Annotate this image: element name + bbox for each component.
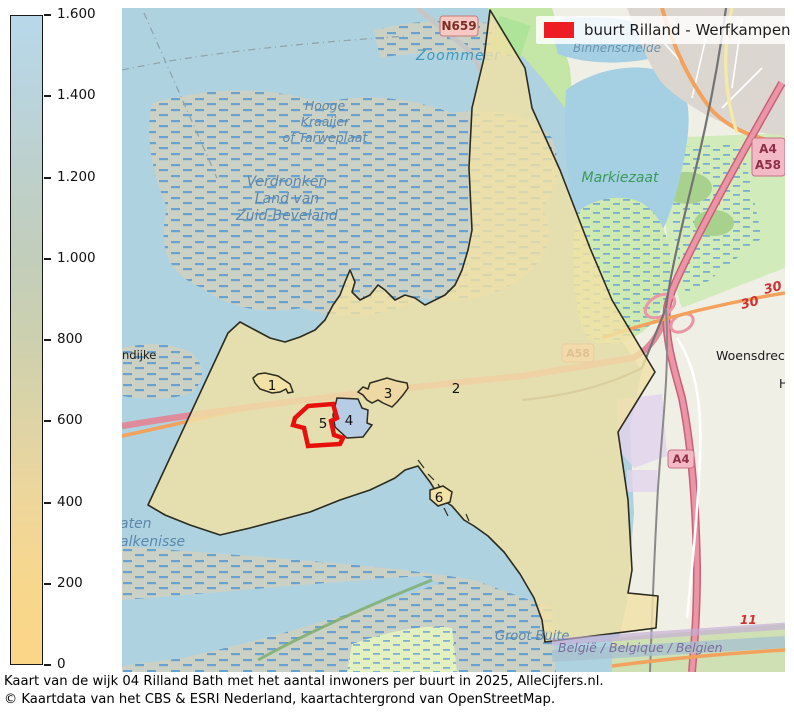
buurt-number-6: 6 [435,490,444,506]
water-label-groot-buiten: Groot Buite [495,629,569,644]
tick-mark [44,583,51,585]
tick-label: 200 [57,575,83,591]
water-label-platen: aten [122,516,152,532]
road-orange-south [611,648,785,668]
svg-text:Hooge: Hooge [305,98,346,113]
town-label-woensdrecht: Woensdrecht [716,348,785,363]
tick-label: 800 [57,331,83,347]
water-label-markiezaat: Markiezaat [581,170,659,186]
river-tidal-flats [122,546,556,672]
figure-caption: Kaart van de wijk 04 Rilland Bath met he… [4,673,604,708]
buurt-number-3: 3 [384,386,393,402]
tick-label: 1.600 [57,6,96,22]
maritime-boundary-line [122,35,408,71]
water-label-verdronken-land: Verdronken Land van Zuid-Beveland [235,174,338,224]
road-badge-n659: N659 [439,15,479,37]
water-label-zoommeer: Zoommeer [415,48,501,64]
svg-text:of Tarweplaat: of Tarweplaat [283,130,369,145]
buurt-3-polygon[interactable] [356,377,409,408]
buurt-number-4: 4 [345,413,354,429]
map-canvas: A58 Zoommeer 1 2 3 4 5 6 België / Bel [122,8,785,672]
motorway-a4 [663,81,785,672]
tick-mark [44,420,51,422]
tick-label: 1.400 [57,87,96,103]
tick-mark [44,339,51,341]
exit-number-30: 30 [762,279,783,298]
water-label-hooge-kraaijer: Hooge Kraaijer of Tarweplaat [283,98,369,145]
buurt-5-highlight-polygon[interactable] [290,401,347,449]
buurt-number-5: 5 [319,416,328,432]
caption-line-1: Kaart van de wijk 04 Rilland Bath met he… [4,674,604,689]
tick-label: 400 [57,494,83,510]
exit-number-11: 11 [740,613,757,627]
maritime-boundary-line [143,12,218,179]
road-badge-label: A4 [673,452,690,466]
town-label-partial: H [779,377,785,391]
industrial-area [627,470,657,492]
water-label-binnenschelde: Binnenschelde [573,41,661,55]
map-legend: buurt Rilland - Werfkampen [536,16,794,44]
legend-label: buurt Rilland - Werfkampen [584,21,791,39]
caption-line-2: © Kaartdata van het CBS & ESRI Nederland… [4,691,556,707]
tick-mark [44,95,51,97]
road-badge-label: N659 [441,19,476,33]
road-badge-label: A58 [755,158,781,172]
colorbar-gradient [10,15,43,665]
svg-text:Zuid-Beveland: Zuid-Beveland [235,208,338,224]
tick-mark [44,177,51,179]
tick-label: 1.000 [57,250,96,266]
svg-text:Kraaijer: Kraaijer [301,114,350,129]
svg-text:Verdronken: Verdronken [247,174,328,190]
local-road [675,337,702,619]
buurt-2-polygon[interactable] [147,9,659,643]
buurt-number-1: 1 [268,378,277,394]
border-label: België / Belgique / Belgien [558,640,723,655]
town-label-dijke: ndijke [122,348,156,362]
tick-mark [44,502,51,504]
tick-mark [44,664,51,666]
buurt-number-2: 2 [452,381,461,397]
exit-number-30: 30 [739,294,760,313]
road-badge-a4-a58: A4 A58 [751,137,785,177]
tick-label: 0 [57,656,66,672]
buurt-4-polygon[interactable] [332,397,374,439]
tick-mark [44,14,51,16]
road-badge-a4: A4 [667,449,695,469]
canal-band [551,636,785,662]
interchange-loop [643,292,677,320]
tick-label: 600 [57,412,83,428]
tick-mark [44,258,51,260]
tick-label: 1.200 [57,169,96,185]
country-border [551,622,785,646]
road-badge-label: A4 [759,142,777,156]
buurt-6-polygon[interactable] [429,485,453,507]
legend-swatch-red [544,22,574,38]
buurt-1-polygon[interactable] [252,372,295,394]
svg-text:Land van: Land van [255,191,319,207]
water-label-valkenisse: alkenisse [122,534,185,550]
